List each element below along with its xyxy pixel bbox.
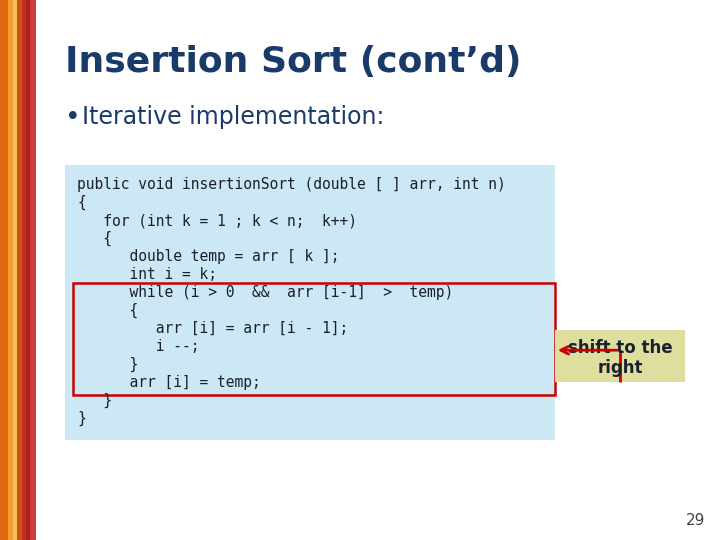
Text: public void insertionSort (double [ ] arr, int n): public void insertionSort (double [ ] ar… bbox=[77, 177, 505, 192]
Text: Insertion Sort (cont’d): Insertion Sort (cont’d) bbox=[65, 45, 521, 79]
Bar bbox=[555, 330, 685, 382]
Bar bbox=[26, 0, 30, 540]
Text: {: { bbox=[77, 231, 112, 246]
Bar bbox=[73, 283, 555, 395]
Bar bbox=[17, 0, 22, 540]
Text: double temp = arr [ k ];: double temp = arr [ k ]; bbox=[77, 249, 340, 264]
Text: }: } bbox=[77, 393, 112, 408]
Text: i --;: i --; bbox=[77, 339, 199, 354]
Text: for (int k = 1 ; k < n;  k++): for (int k = 1 ; k < n; k++) bbox=[77, 213, 357, 228]
Text: }: } bbox=[77, 357, 138, 372]
Text: while (i > 0  &&  arr [i-1]  >  temp): while (i > 0 && arr [i-1] > temp) bbox=[77, 285, 454, 300]
Text: {: { bbox=[77, 195, 86, 210]
Bar bbox=[65, 165, 555, 440]
Bar bbox=[0, 0, 8, 540]
Text: 29: 29 bbox=[685, 513, 705, 528]
Text: arr [i] = temp;: arr [i] = temp; bbox=[77, 375, 261, 390]
Text: }: } bbox=[77, 411, 86, 426]
Text: int i = k;: int i = k; bbox=[77, 267, 217, 282]
Bar bbox=[8, 0, 13, 540]
Text: arr [i] = arr [i - 1];: arr [i] = arr [i - 1]; bbox=[77, 321, 348, 336]
Text: Iterative implementation:: Iterative implementation: bbox=[82, 105, 384, 129]
Bar bbox=[30, 0, 36, 540]
Bar bbox=[22, 0, 26, 540]
Text: {: { bbox=[77, 303, 138, 318]
Bar bbox=[13, 0, 17, 540]
Text: •: • bbox=[65, 105, 81, 131]
Text: shift to the
right: shift to the right bbox=[567, 339, 672, 377]
